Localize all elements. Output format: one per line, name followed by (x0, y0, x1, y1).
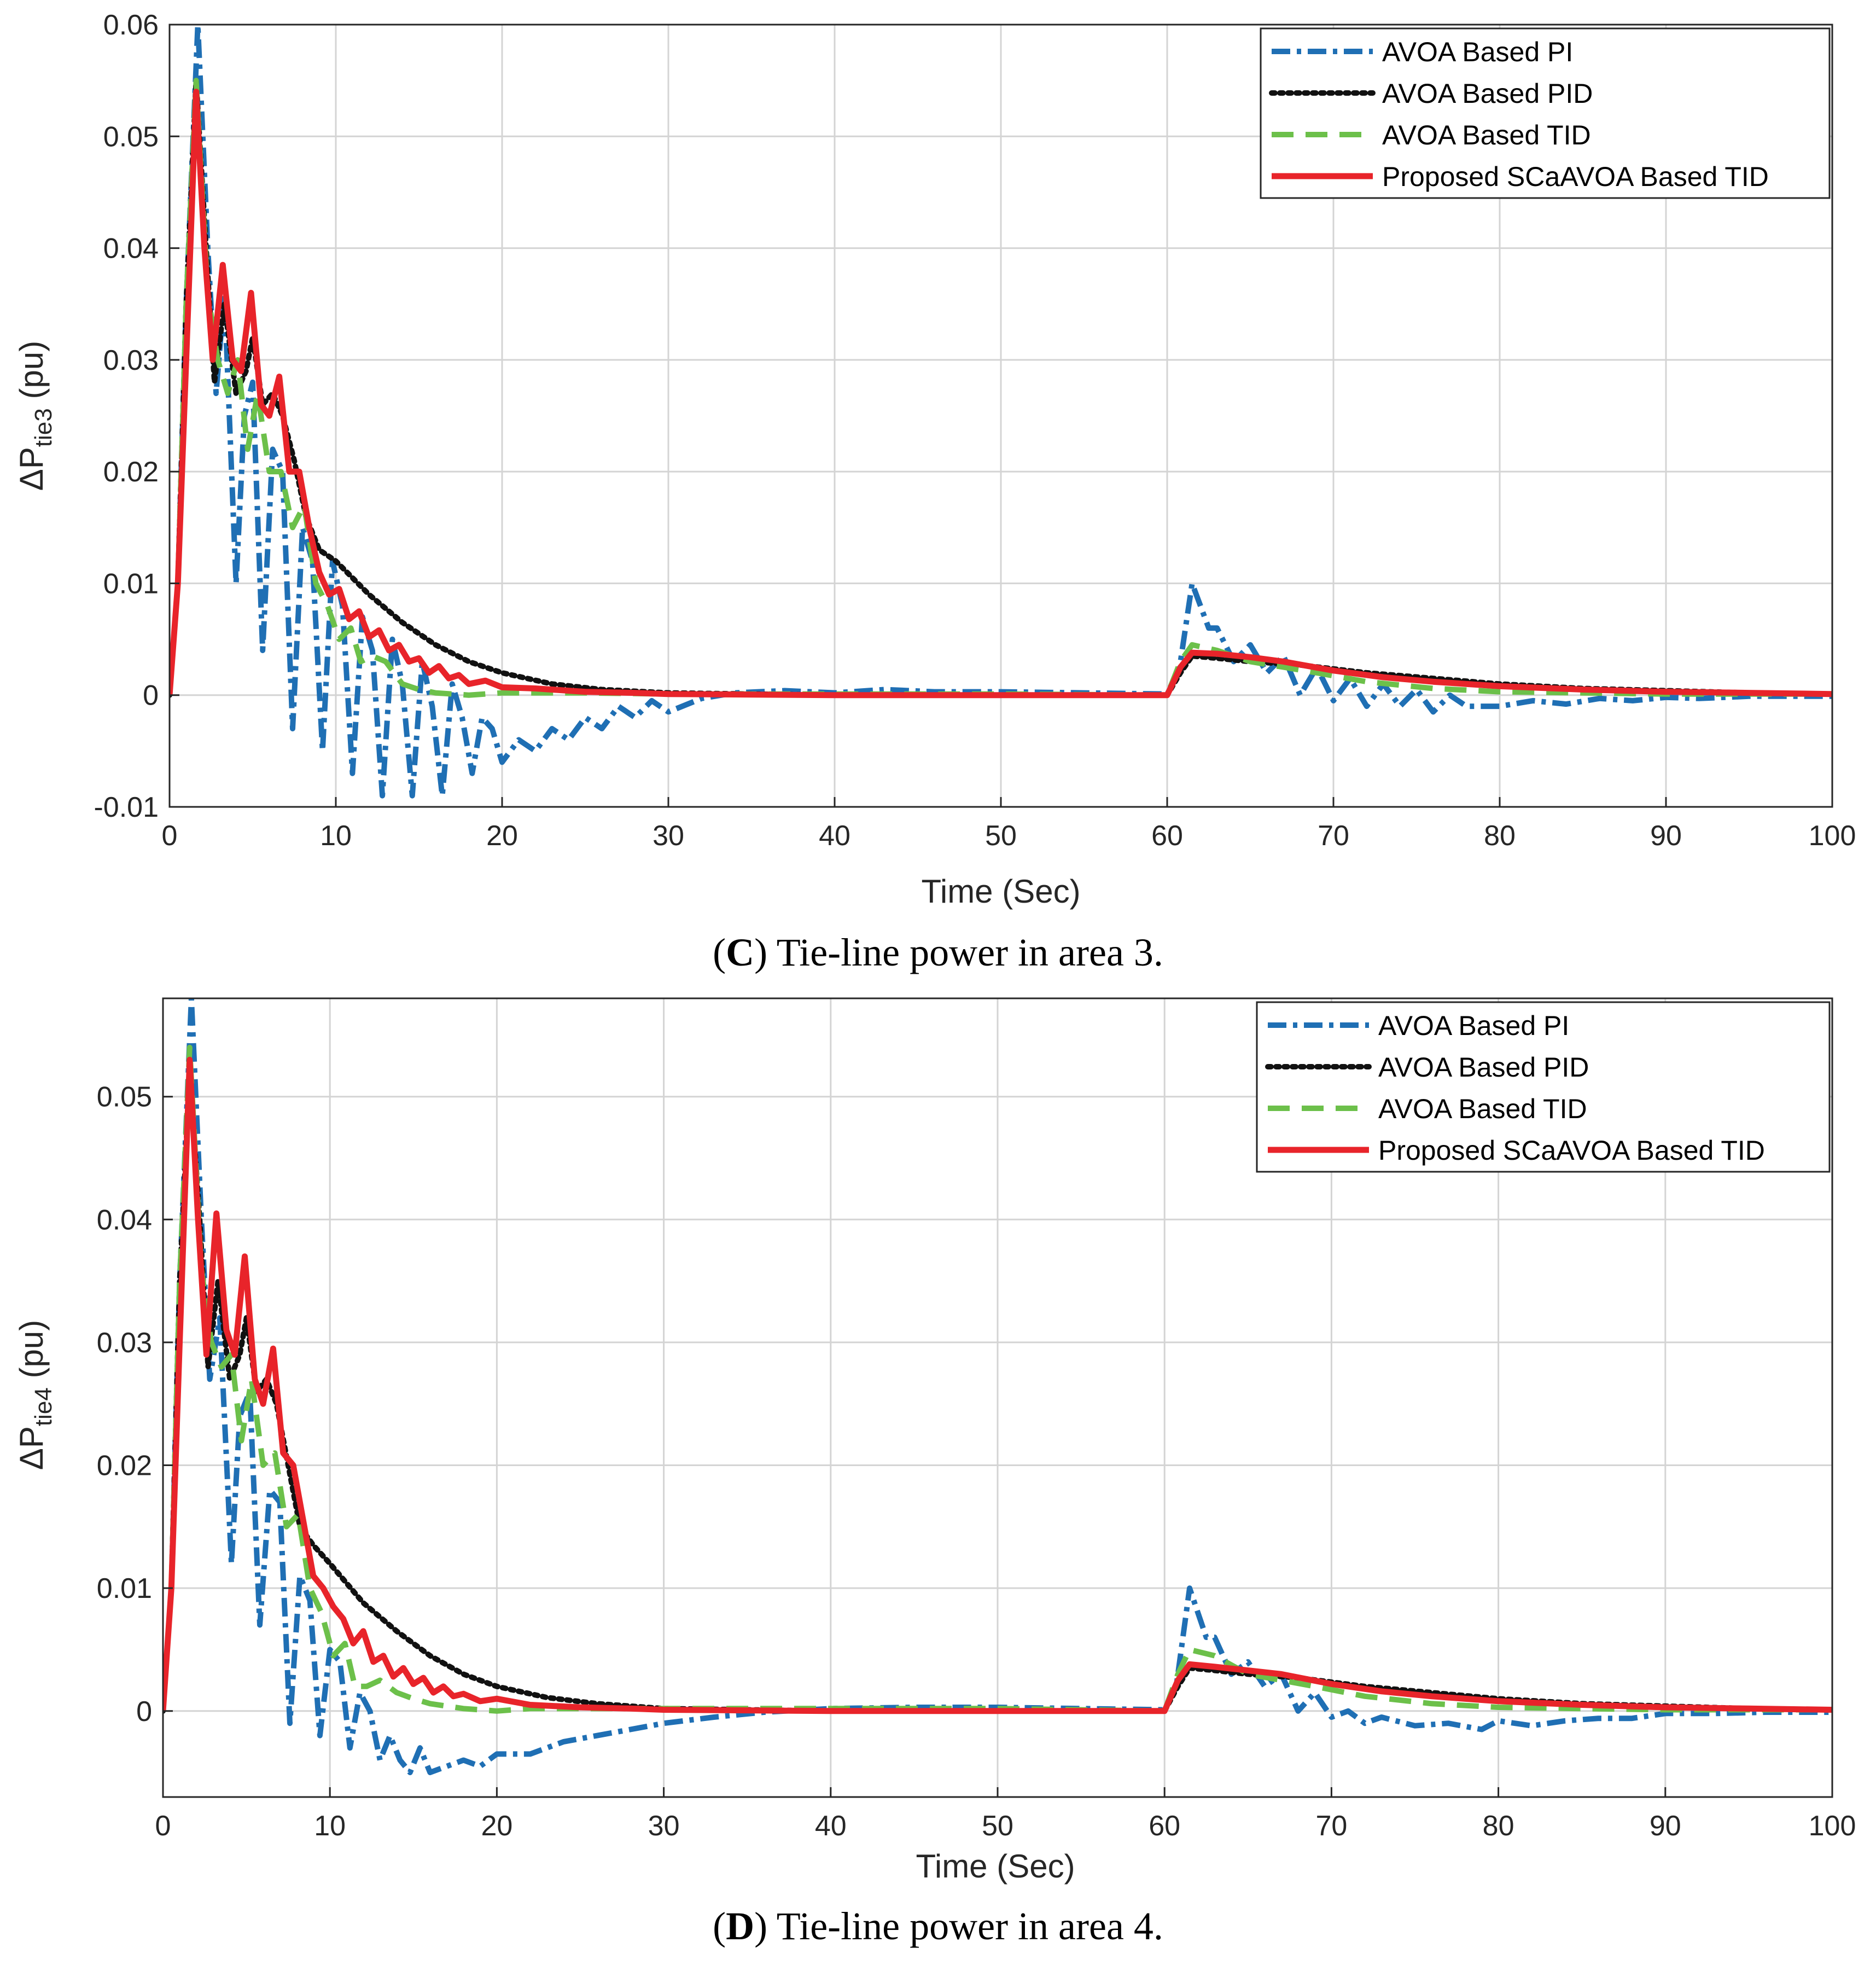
x-tick-label: 80 (1483, 1810, 1514, 1842)
x-axis-label: Time (Sec) (916, 1848, 1075, 1885)
x-tick-label: 20 (486, 820, 518, 852)
series-line-proposed (170, 89, 1832, 699)
x-tick-label: 10 (314, 1810, 346, 1842)
x-tick-label: 0 (162, 820, 178, 852)
legend-box (1260, 27, 1831, 199)
legend-label: AVOA Based PID (1378, 1052, 1589, 1083)
y-tick-label: 0 (136, 1696, 152, 1728)
x-tick-label: 100 (1809, 820, 1856, 852)
x-tick-label: 40 (819, 820, 850, 852)
x-tick-label: 10 (320, 820, 352, 852)
legend-label: AVOA Based PID (1382, 78, 1593, 109)
series-line-proposed (163, 1056, 1832, 1714)
y-tick-label: 0.05 (103, 121, 159, 153)
x-tick-label: 40 (815, 1810, 847, 1842)
y-tick-label: 0.06 (103, 9, 159, 41)
y-tick-label: 0.04 (103, 233, 159, 265)
caption-d: (D) Tie-line power in area 4. (713, 1904, 1163, 1948)
series-line-pi (163, 998, 1832, 1776)
y-tick-label: 0.01 (97, 1573, 152, 1604)
x-tick-label: 50 (982, 1810, 1013, 1842)
legend-label: AVOA Based TID (1378, 1094, 1587, 1124)
x-tick-label: 30 (652, 820, 684, 852)
x-tick-label: 90 (1650, 1810, 1681, 1842)
axis-ticks: 0 10 20 30 40 50 60 70 80 90 100 0 0.01 0.02 0.03 0.04 0… (97, 1081, 1856, 1842)
y-tick-label: 0.02 (103, 456, 159, 488)
series-line-tid (163, 1044, 1832, 1714)
x-tick-label: 60 (1149, 1810, 1180, 1842)
series-line-pi (170, 25, 1832, 799)
legend-label: AVOA Based PI (1378, 1010, 1569, 1041)
x-tick-label: 100 (1809, 1810, 1856, 1842)
legend-label: AVOA Based TID (1382, 120, 1591, 150)
y-tick-label: 0.03 (103, 345, 159, 376)
y-tick-label: 0.02 (97, 1450, 152, 1482)
y-tick-label: 0.03 (97, 1327, 152, 1359)
y-axis-label: ΔPtie4 (pu) (13, 1320, 57, 1470)
y-tick-label: 0 (143, 680, 159, 712)
legend: AVOA Based PI AVOA Based PID AVOA Based TI… (1256, 1001, 1831, 1173)
series-lines (163, 998, 1832, 1776)
y-tick-label: 0.05 (97, 1081, 152, 1113)
legend-label: AVOA Based PI (1382, 37, 1573, 67)
series-lines (170, 25, 1832, 799)
x-tick-label: 0 (155, 1810, 171, 1842)
x-tick-label: 50 (985, 820, 1017, 852)
x-tick-label: 90 (1650, 820, 1682, 852)
legend: AVOA Based PI AVOA Based PID AVOA Based TI… (1260, 27, 1831, 199)
x-tick-label: 60 (1151, 820, 1183, 852)
x-tick-label: 70 (1318, 820, 1349, 852)
x-tick-label: 80 (1484, 820, 1516, 852)
y-tick-label: 0.04 (97, 1204, 152, 1236)
tie-line-chart-area4: 0 10 20 30 40 50 60 70 80 90 100 0 0.01 0.02 0.03 0.04 0… (13, 997, 1856, 1885)
legend-label: Proposed SCaAVOA Based TID (1382, 161, 1769, 192)
axis-ticks: 0 10 20 30 40 50 60 70 80 90 100-0.0100.010.020.03… (94, 9, 1856, 852)
x-tick-label: 20 (481, 1810, 512, 1842)
series-line-tid (170, 78, 1832, 698)
legend-box (1256, 1001, 1831, 1173)
x-tick-label: 70 (1315, 1810, 1347, 1842)
caption-c: (C) Tie-line power in area 3. (713, 931, 1163, 974)
y-axis-label: ΔPtie3 (pu) (13, 341, 57, 491)
x-tick-label: 30 (648, 1810, 680, 1842)
tie-line-chart-area3: 0 10 20 30 40 50 60 70 80 90 100-0.0100.010.020.03… (13, 9, 1856, 910)
x-axis-label: Time (Sec) (921, 873, 1080, 910)
y-tick-label: -0.01 (94, 792, 159, 823)
legend-label: Proposed SCaAVOA Based TID (1378, 1135, 1765, 1166)
y-tick-label: 0.01 (103, 568, 159, 600)
